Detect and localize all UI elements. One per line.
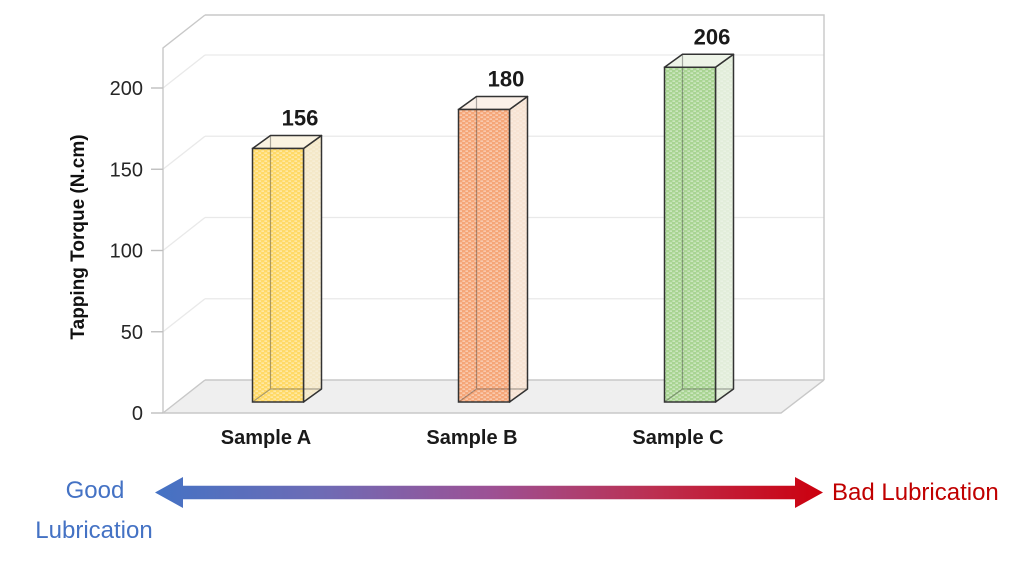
- bad-lubrication-label: Bad Lubrication: [832, 479, 999, 506]
- category-label: Sample A: [221, 427, 311, 449]
- lubrication-gradient-arrow: [155, 477, 823, 508]
- tick-label: 0: [132, 403, 143, 425]
- bar-value-label: 156: [282, 106, 319, 131]
- bar-sample-a: [251, 134, 323, 403]
- tick-label: 100: [110, 241, 143, 263]
- tick-label: 200: [110, 78, 143, 100]
- y-axis-ticks: 0 50 100 150 200: [110, 78, 163, 425]
- tick-label: 150: [110, 159, 143, 181]
- bars: [251, 53, 735, 403]
- bar-side-face: [714, 53, 735, 403]
- floor-left-edge: [162, 379, 206, 414]
- grid-line-wall: [162, 298, 206, 333]
- bar-hidden-edges: [252, 135, 322, 403]
- grid-line-wall: [162, 216, 206, 252]
- bar-sample-c: [663, 53, 735, 403]
- bar-front-face: [457, 108, 511, 403]
- good-lubrication-label-line1: Good: [66, 477, 125, 504]
- tick-label: 50: [121, 322, 143, 344]
- back-wall-edge: [205, 14, 825, 380]
- bar-sample-b: [457, 95, 529, 403]
- grid-line-wall: [162, 135, 206, 170]
- bar-hidden-edges: [458, 96, 528, 403]
- left-wall-edge: [162, 14, 206, 413]
- bar-side-face: [508, 95, 529, 403]
- bar-hidden-edges: [664, 54, 734, 403]
- bar-value-label: 206: [694, 24, 731, 49]
- category-label: Sample C: [632, 427, 723, 449]
- bar-side-face: [302, 134, 323, 403]
- bar-front-face: [663, 66, 717, 403]
- category-label: Sample B: [426, 427, 517, 449]
- chart-labels: 156 Sample A 180 Sample B 206 Sample C: [221, 24, 731, 449]
- bar-value-label: 180: [488, 67, 525, 92]
- bar-front-face: [251, 147, 305, 403]
- y-axis-title: Tapping Torque (N.cm): [68, 134, 89, 339]
- good-lubrication-label-line2: Lubrication: [35, 517, 152, 544]
- grid-line-wall: [162, 54, 206, 89]
- floor-front-edge: [163, 379, 825, 414]
